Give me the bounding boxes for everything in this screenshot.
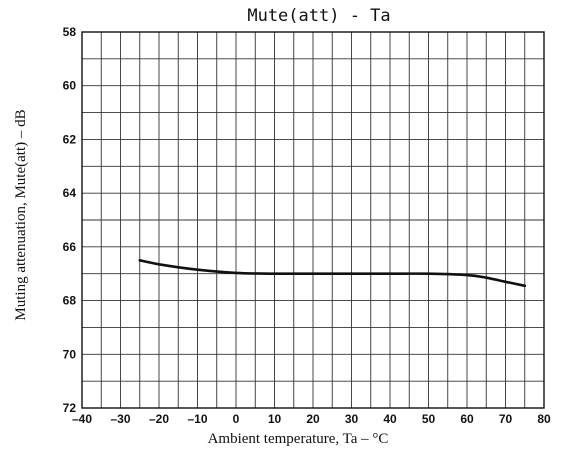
x-tick-label: –20 (149, 412, 169, 426)
y-tick-label: 72 (63, 401, 77, 415)
x-tick-label: 30 (345, 412, 359, 426)
x-tick-label: –10 (187, 412, 207, 426)
y-axis-label: Muting attenuation, Mute(att) – dB (13, 109, 29, 320)
x-tick-label: 80 (537, 412, 551, 426)
x-tick-label: 60 (460, 412, 474, 426)
series-line (138, 259, 527, 288)
y-tick-label: 64 (63, 186, 77, 200)
y-tick-labels: 58 60 62 64 66 68 70 72 (63, 25, 77, 415)
y-tick-label: 60 (63, 79, 77, 93)
x-tick-label: 20 (306, 412, 320, 426)
x-tick-label: 0 (233, 412, 240, 426)
series-group (138, 259, 527, 288)
plot-frame (81, 31, 545, 409)
y-tick-label: 62 (63, 132, 77, 146)
chart-title: Mute(att) - Ta (247, 6, 390, 26)
x-axis-label: Ambient temperature, Ta – °C (208, 431, 389, 447)
x-tick-label: 10 (268, 412, 282, 426)
x-tick-label: –40 (72, 412, 92, 426)
y-tick-label: 66 (63, 240, 77, 254)
grid (82, 32, 544, 408)
x-tick-label: 50 (422, 412, 436, 426)
x-tick-labels: –40 –30 –20 –10 0 10 20 30 40 50 60 70 80 (72, 412, 551, 426)
x-tick-label: 70 (499, 412, 513, 426)
x-tick-label: 40 (383, 412, 397, 426)
y-tick-label: 70 (63, 347, 77, 361)
y-tick-label: 68 (63, 294, 77, 308)
x-tick-label: –30 (110, 412, 130, 426)
y-tick-label: 58 (63, 25, 77, 39)
